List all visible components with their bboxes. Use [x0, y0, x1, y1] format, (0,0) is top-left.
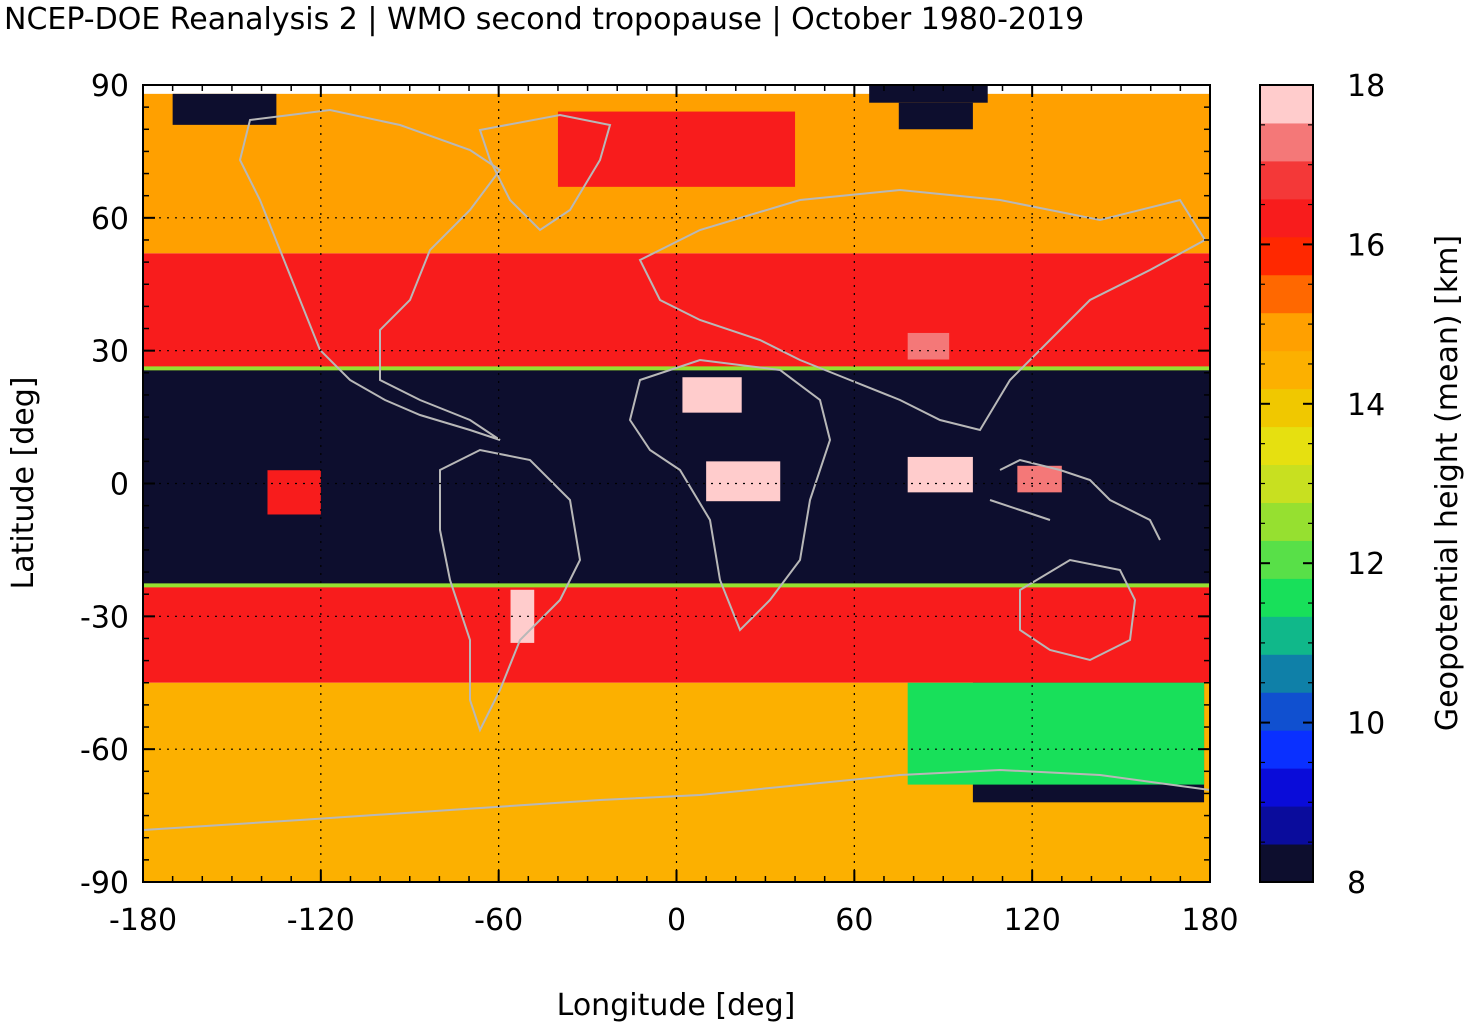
colorbar-swatch — [1260, 464, 1313, 503]
colorbar-swatch — [1260, 426, 1313, 466]
colorbar-swatch — [1260, 730, 1313, 769]
x-axis-ticks: -180 -120 -60 0 60 120 180 — [109, 85, 1239, 938]
heatmap-region-tibet_peak — [907, 332, 950, 360]
colorbar-swatch — [1260, 844, 1313, 883]
y-axis-ticks: 90 60 30 0 -30 -60 -90 — [80, 69, 1210, 901]
colorbar-swatch — [1260, 350, 1313, 390]
colorbar-swatch — [1260, 616, 1313, 655]
x-tick-label: -60 — [474, 903, 523, 938]
coastline-maritime-asia — [989, 458, 1161, 541]
colorbar-tick-label: 8 — [1347, 866, 1366, 901]
y-tick-label: -60 — [80, 733, 129, 768]
y-tick-label: 60 — [91, 202, 129, 237]
heatmap-region-arctic_low_east — [898, 102, 973, 130]
coastline-africa — [628, 358, 832, 632]
coastline-greenland — [478, 113, 612, 232]
x-tick-label: -120 — [287, 903, 355, 938]
heatmap-region-arctic_low_north — [869, 85, 988, 103]
colorbar-swatch — [1260, 768, 1313, 807]
colorbar-swatch — [1260, 236, 1313, 276]
colorbar-tick-label: 12 — [1347, 547, 1385, 582]
y-tick-label: 0 — [110, 468, 129, 503]
coastline-antarctica — [143, 768, 1210, 831]
y-axis-label: Latitude [deg] — [6, 377, 41, 590]
colorbar-tick-label: 10 — [1347, 707, 1385, 742]
coastline-australia — [1019, 558, 1137, 662]
heatmap-region-epac_patch — [267, 470, 321, 515]
heatmap-region-s_ocean_mid — [907, 682, 1205, 785]
x-tick-label: -180 — [109, 903, 177, 938]
x-tick-label: 60 — [835, 903, 873, 938]
colorbar-swatch — [1260, 578, 1313, 617]
heatmap-region-s_america_sub — [510, 589, 535, 643]
colorbar-swatch — [1260, 388, 1313, 428]
heatmap-region-n_africa_peak — [682, 377, 742, 413]
colorbar-swatch — [1260, 806, 1313, 845]
colorbar-swatch — [1260, 692, 1313, 731]
colorbar-swatch — [1260, 502, 1313, 541]
x-tick-label: 0 — [667, 903, 686, 938]
y-tick-label: 90 — [91, 69, 129, 104]
colorbar-tick-label: 14 — [1347, 388, 1385, 423]
colorbar-swatch — [1260, 85, 1313, 124]
y-tick-label: -30 — [80, 600, 129, 635]
coastline-south-america — [439, 448, 582, 733]
colorbar-swatch — [1260, 160, 1313, 200]
x-axis-label: Longitude [deg] — [557, 988, 796, 1023]
colorbar-swatch — [1260, 274, 1313, 314]
colorbar — [1260, 85, 1313, 883]
colorbar-tick-label: 18 — [1347, 69, 1385, 104]
x-tick-label: 180 — [1181, 903, 1238, 938]
coastline-eurasia — [638, 188, 1207, 432]
colorbar-ticks: 18 16 14 12 10 8 — [1260, 69, 1385, 901]
colorbar-swatch — [1260, 122, 1313, 162]
heatmap-region-sh_midlat — [143, 585, 1210, 683]
heatmap-region-arctic_low_west — [172, 93, 277, 125]
y-tick-label: -90 — [80, 866, 129, 901]
coastlines — [143, 108, 1210, 831]
chart-title: NCEP-DOE Reanalysis 2 | WMO second tropo… — [4, 2, 1085, 37]
y-tick-label: 30 — [91, 335, 129, 370]
colorbar-swatch — [1260, 198, 1313, 238]
colorbar-tick-label: 16 — [1347, 228, 1385, 263]
x-tick-label: 120 — [1004, 903, 1061, 938]
coastline-north-america — [238, 108, 502, 441]
heatmap-region-africa_eq — [706, 461, 781, 502]
heatmap-region-pacific_eq — [1017, 465, 1062, 493]
heatmap-region-indian_ocean_eq — [907, 456, 973, 493]
colorbar-swatch — [1260, 654, 1313, 693]
colorbar-swatch — [1260, 540, 1313, 579]
grid — [143, 85, 1210, 882]
colorbar-swatch — [1260, 312, 1313, 352]
colorbar-label: Geopotential height (mean) [km] — [1430, 235, 1465, 731]
